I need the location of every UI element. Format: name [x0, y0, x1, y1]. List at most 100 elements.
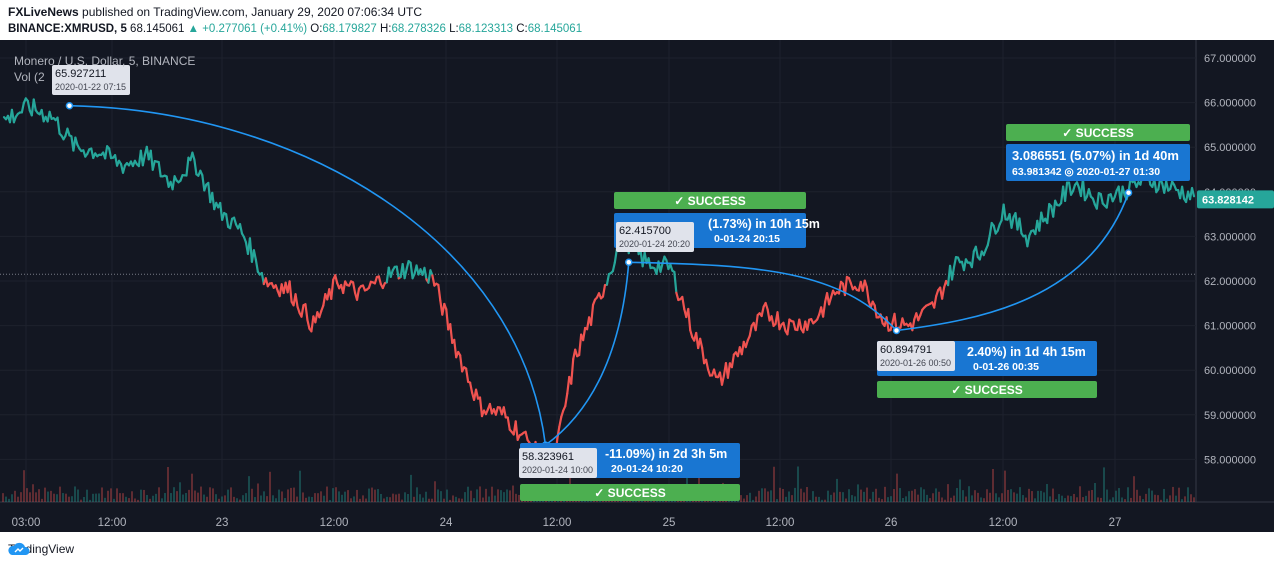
- volume-bar: [956, 488, 958, 502]
- price-line-segment: [409, 261, 414, 280]
- price-line-segment: [1099, 192, 1104, 205]
- volume-bar: [158, 487, 160, 502]
- volume-bar: [338, 491, 340, 502]
- close-value: 68.145061: [527, 23, 583, 35]
- volume-bar: [971, 495, 973, 502]
- volume-bar: [176, 491, 178, 502]
- price-line-segment: [673, 270, 678, 294]
- success-label: ✓ SUCCESS: [594, 486, 665, 500]
- volume-bar: [1169, 495, 1171, 502]
- price-line-segment: [901, 317, 906, 326]
- volume-bar: [26, 488, 28, 502]
- point-tag: [52, 65, 130, 95]
- volume-bar: [839, 491, 841, 502]
- success-label: ✓ SUCCESS: [674, 194, 745, 208]
- open-label: O:: [310, 23, 323, 35]
- ohlc-line: BINANCE:XMRUSD, 5 68.145061 ▲ +0.277061 …: [8, 23, 582, 35]
- close-label: C:: [516, 23, 528, 35]
- price-line-segment: [141, 154, 146, 167]
- volume-bar: [446, 489, 448, 502]
- volume-bar: [155, 493, 157, 502]
- volume-bar: [1184, 496, 1186, 502]
- volume-bar: [989, 492, 991, 502]
- volume-bar: [422, 497, 424, 502]
- volume-bar: [251, 488, 253, 502]
- price-line-segment: [681, 295, 686, 311]
- price-line-segment: [1113, 189, 1118, 199]
- volume-bar: [35, 492, 37, 502]
- volume-bar: [449, 499, 451, 502]
- x-tick-label: 25: [663, 517, 676, 529]
- price-line-segment: [863, 279, 868, 289]
- point-tag-value: 58.323961: [522, 451, 574, 463]
- volume-bar: [1130, 497, 1132, 502]
- volume-bar: [1121, 497, 1123, 502]
- result-text: (1.73%) in 10h 15m: [708, 217, 820, 231]
- x-tick-label: 12:00: [320, 517, 349, 529]
- price-line-segment: [300, 304, 305, 318]
- price-line-segment: [1018, 217, 1023, 235]
- price-line-segment: [1052, 199, 1057, 218]
- volume-bar: [107, 490, 109, 502]
- price-line-segment: [556, 425, 561, 440]
- high-value: 68.278326: [391, 23, 446, 35]
- price-line-segment: [465, 367, 470, 383]
- price-line-segment: [351, 281, 357, 294]
- volume-bar: [260, 495, 262, 502]
- volume-bar: [1148, 488, 1150, 502]
- price-line-segment: [334, 274, 339, 285]
- volume-bar: [497, 489, 499, 502]
- volume-bar: [38, 489, 40, 502]
- tradingview-logo[interactable]: TradingView: [8, 542, 74, 556]
- volume-bar: [1013, 492, 1015, 502]
- volume-bar: [1040, 490, 1042, 502]
- price-line-segment: [782, 321, 787, 332]
- volume-bar: [1055, 499, 1057, 502]
- volume-bar: [278, 489, 280, 502]
- volume-bar: [953, 495, 955, 502]
- price-line-segment: [578, 333, 583, 357]
- last-price-tag: [1197, 190, 1274, 209]
- trade-point: [625, 258, 633, 267]
- volume-bar: [851, 495, 853, 502]
- price-line-segment: [373, 275, 378, 285]
- volume-bar: [362, 495, 364, 502]
- volume-bar: [836, 478, 838, 502]
- price-line-segment: [1010, 215, 1015, 229]
- price-line-segment: [837, 280, 843, 295]
- y-tick-label: 67.000000: [1204, 53, 1256, 65]
- price-line-segment: [764, 301, 769, 311]
- price-line-segment: [221, 211, 226, 221]
- price-line-segment: [744, 339, 749, 349]
- price-line-segment: [582, 326, 587, 342]
- price-line-segment: [423, 266, 428, 281]
- volume-bar: [1010, 489, 1012, 502]
- volume-bar: [242, 495, 244, 502]
- volume-bar: [959, 479, 961, 502]
- price-line-segment: [1095, 192, 1100, 210]
- price-line-segment: [564, 392, 569, 408]
- publisher-name[interactable]: FXLiveNews: [8, 5, 79, 19]
- volume-bar: [353, 496, 355, 502]
- price-line-segment: [822, 300, 827, 318]
- volume-bar: [458, 498, 460, 502]
- volume-bar: [110, 488, 112, 502]
- chart-area[interactable]: 67.00000066.00000065.00000064.00000063.0…: [0, 40, 1274, 532]
- volume-bar: [344, 491, 346, 502]
- price-line-segment: [786, 318, 791, 336]
- price-chart-svg[interactable]: 67.00000066.00000065.00000064.00000063.0…: [0, 40, 1274, 532]
- volume-bar: [812, 491, 814, 502]
- volume-bar: [233, 496, 235, 502]
- volume-bar: [314, 493, 316, 502]
- volume-bar: [272, 495, 274, 502]
- trade-point: [1124, 188, 1133, 197]
- price-line-segment: [701, 346, 706, 365]
- volume-bar: [1052, 488, 1054, 502]
- volume-bar: [401, 499, 403, 502]
- price-line-segment: [211, 191, 216, 211]
- volume-bar: [218, 498, 220, 502]
- volume-bar: [86, 489, 88, 502]
- price-line-segment: [933, 295, 938, 309]
- price-line-segment: [798, 318, 803, 331]
- volume-bar: [2, 493, 4, 502]
